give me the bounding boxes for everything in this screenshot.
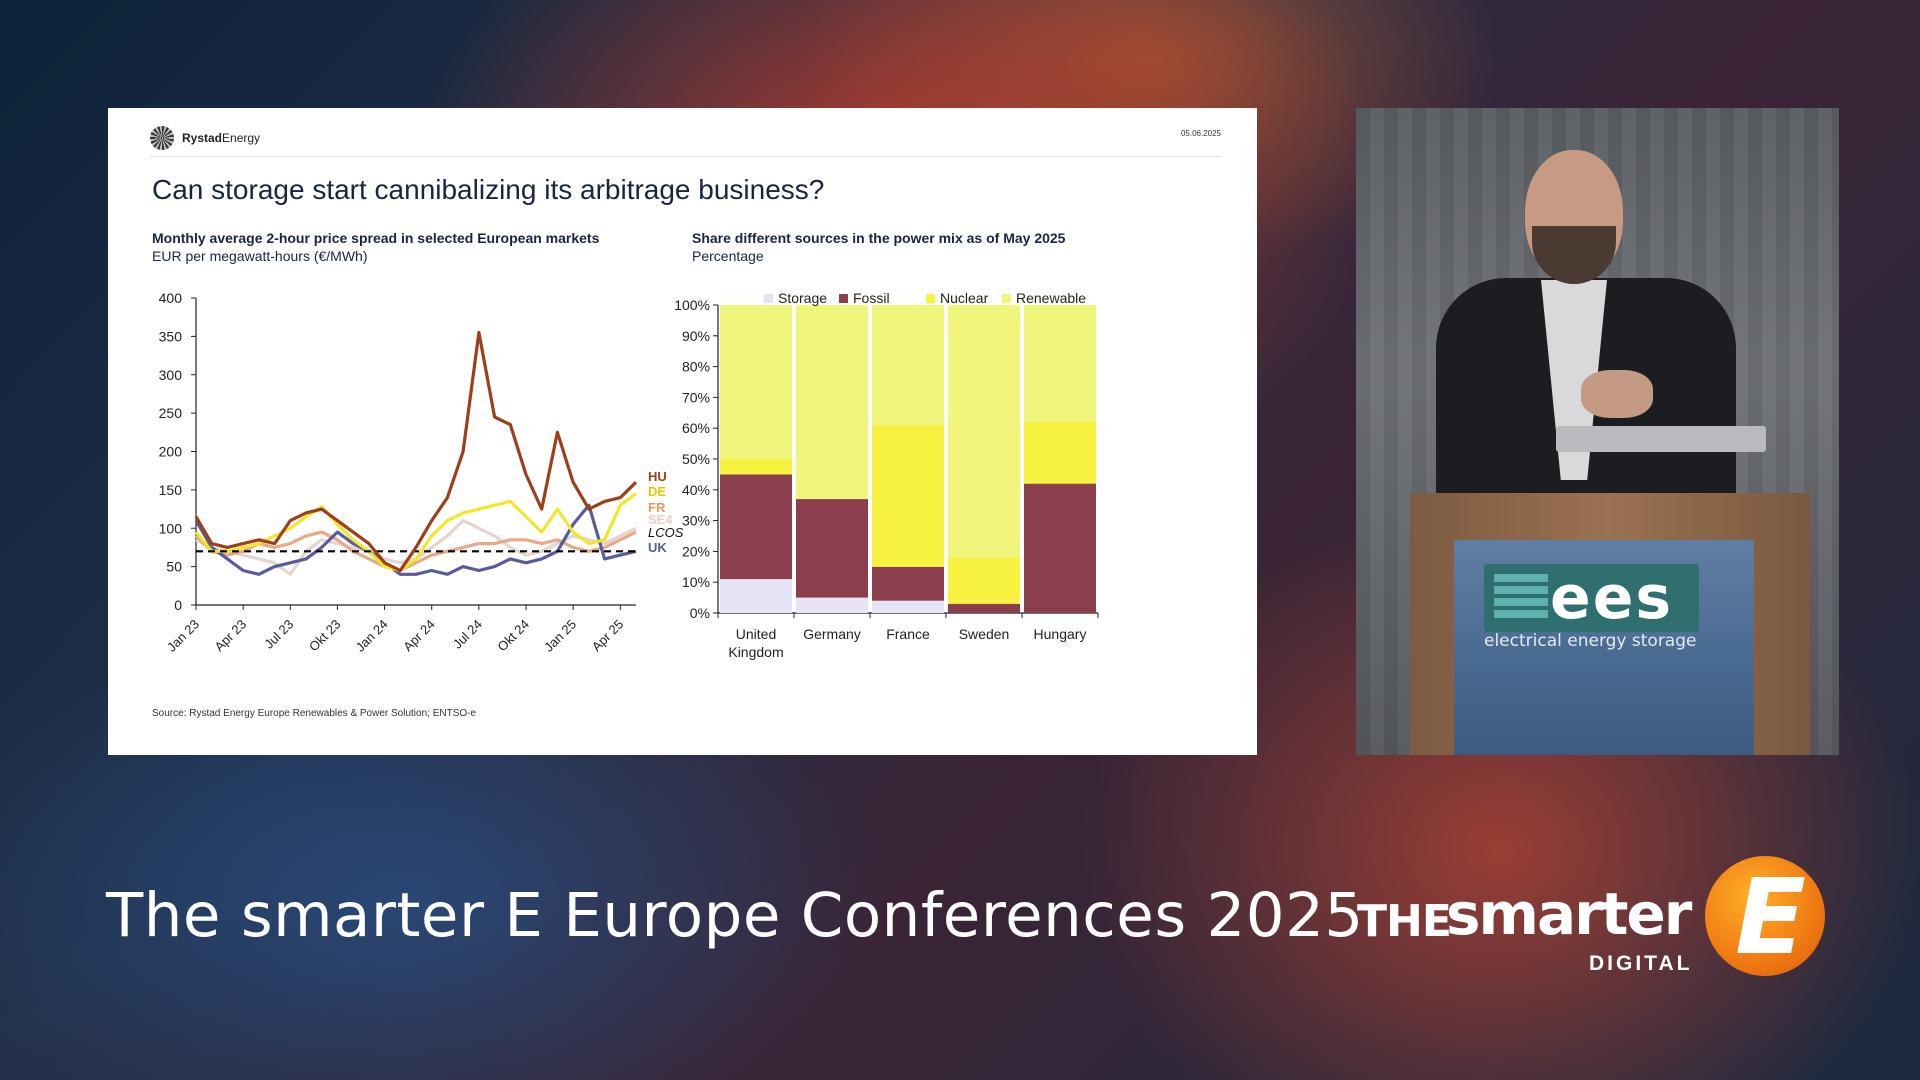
y-tick-label: 50: [166, 559, 182, 575]
slide-date: 05.06.2025: [1180, 129, 1221, 138]
bar-chart-title: Share different sources in the power mix…: [692, 230, 1066, 246]
category-label: Hungary: [1034, 626, 1087, 642]
legend-label-storage: Storage: [778, 290, 827, 306]
series-line-de: [194, 492, 637, 573]
speaker-hand: [1581, 370, 1653, 418]
y-tick-label: 10%: [682, 574, 710, 590]
source-note: Source: Rystad Energy Europe Renewables …: [152, 708, 477, 719]
x-tick-label: Jul 24: [450, 617, 485, 652]
bar-segment-renewable: [720, 305, 792, 459]
bar-segment-renewable: [872, 305, 944, 426]
x-tick-label: Apr 25: [589, 617, 627, 655]
legend-swatch-renewable: [1002, 294, 1011, 303]
line-chart-subtitle: EUR per megawatt-hours (€/MWh): [152, 248, 368, 264]
x-tick-label: Jan 24: [352, 617, 390, 655]
y-tick-label: 50%: [682, 451, 710, 467]
ees-logo-text: ees: [1550, 563, 1674, 633]
bar-segment-fossil: [720, 474, 792, 580]
logo-digital: DIGITAL: [1589, 952, 1693, 975]
line-chart-title: Monthly average 2-hour price spread in s…: [152, 230, 600, 246]
brand-name: RystadEnergy: [182, 131, 261, 145]
bar-segment-renewable: [796, 305, 868, 500]
y-tick-label: 200: [159, 444, 183, 460]
y-tick-label: 100%: [674, 297, 710, 313]
bar-segment-fossil: [1024, 483, 1096, 613]
bar-segment-fossil: [796, 499, 868, 598]
rystad-brand: RystadEnergy: [150, 126, 260, 150]
y-tick-label: 90%: [682, 328, 710, 344]
bar-segment-fossil: [948, 603, 1020, 613]
x-tick-label: Okt 24: [494, 617, 532, 655]
series-line-uk: [194, 503, 637, 576]
rystad-logo-icon: [150, 126, 174, 150]
x-tick-label: Apr 23: [212, 617, 250, 655]
bar-chart-subtitle: Percentage: [692, 248, 764, 264]
bar-segment-storage: [872, 600, 944, 613]
bar-segment-nuclear: [872, 425, 944, 567]
logo-the: THE: [1357, 896, 1452, 947]
bar-segment-storage: [720, 579, 792, 613]
category-label: Sweden: [959, 626, 1010, 642]
bar-segment-fossil: [872, 566, 944, 601]
x-tick-label: Apr 24: [400, 617, 438, 655]
x-tick-label: Okt 23: [306, 617, 344, 655]
y-tick-label: 100: [159, 520, 183, 536]
y-tick-label: 60%: [682, 420, 710, 436]
series-label-lcos: LCOS: [648, 525, 684, 540]
x-tick-label: Jan 23: [164, 617, 202, 655]
series-label-uk: UK: [648, 540, 667, 555]
series-label-se4: SE4: [648, 512, 673, 527]
ees-logo-subtitle: electrical energy storage: [1484, 631, 1697, 651]
legend-label-fossil: Fossil: [853, 290, 890, 306]
header-divider: [150, 156, 1221, 157]
category-label: Kingdom: [728, 644, 783, 660]
bar-segment-nuclear: [1024, 422, 1096, 484]
ees-logo: ees: [1484, 564, 1699, 632]
conference-title: The smarter E Europe Conferences 2025: [106, 880, 1364, 951]
presentation-slide: RystadEnergy 05.06.2025 Can storage star…: [108, 108, 1257, 755]
y-tick-label: 40%: [682, 482, 710, 498]
y-tick-label: 400: [159, 290, 183, 306]
y-tick-label: 250: [159, 405, 183, 421]
category-label: France: [886, 626, 930, 642]
y-tick-label: 150: [159, 482, 183, 498]
y-tick-label: 20%: [682, 543, 710, 559]
legend-swatch-storage: [764, 294, 773, 303]
price-spread-line-chart: 0 50 100 150 200 250 300 350 400 Jan 23 Apr 23 Jul …: [159, 290, 684, 655]
ees-logo-bars-icon: [1494, 574, 1548, 622]
series-label-fr: FR: [648, 500, 666, 515]
y-tick-label: 30%: [682, 513, 710, 529]
logo-smarter: smarter: [1446, 880, 1692, 948]
legend-swatch-nuclear: [926, 294, 935, 303]
x-tick-label: Jan 25: [541, 617, 579, 655]
power-mix-bar-chart: 0% 10% 20% 30% 40% 50% 60% 70% 80% 90% 100% United K…: [674, 290, 1099, 660]
orange-e-circle-icon: [1705, 856, 1825, 976]
y-tick-label: 0%: [690, 605, 710, 621]
bar-segment-storage: [796, 597, 868, 613]
bar-segment-nuclear: [720, 459, 792, 475]
slide-title: Can storage start cannibalizing its arbi…: [152, 174, 825, 205]
legend-label-renewable: Renewable: [1016, 290, 1086, 306]
category-label: Germany: [803, 626, 861, 642]
x-tick-label: Jul 23: [261, 617, 296, 652]
logo-e-letter: E: [1735, 856, 1807, 978]
y-tick-label: 350: [159, 328, 183, 344]
y-tick-label: 0: [174, 597, 182, 613]
speaker-video: ees electrical energy storage: [1356, 108, 1839, 755]
bar-segment-renewable: [1024, 305, 1096, 423]
series-label-de: DE: [648, 484, 666, 499]
series-label-hu: HU: [648, 469, 667, 484]
legend-label-nuclear: Nuclear: [940, 290, 989, 306]
bar-segment-nuclear: [948, 557, 1020, 604]
y-tick-label: 80%: [682, 359, 710, 375]
bar-segment-renewable: [948, 305, 1020, 558]
y-tick-label: 300: [159, 367, 183, 383]
category-label: United: [736, 626, 776, 642]
legend-swatch-fossil: [839, 294, 848, 303]
the-smarter-e-logo: E THE smarter DIGITAL: [1355, 856, 1835, 986]
y-tick-label: 70%: [682, 389, 710, 405]
series-line-hu: [194, 330, 638, 573]
laptop: [1556, 426, 1766, 452]
